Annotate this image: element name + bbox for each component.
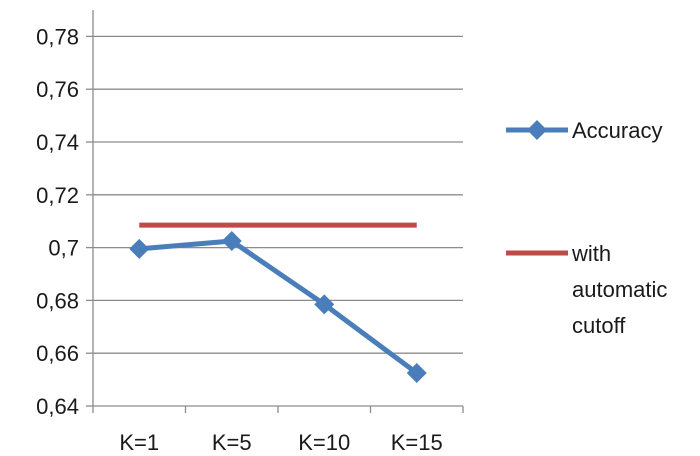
x-tick-label: K=10 bbox=[298, 430, 350, 455]
legend-label-automatic-cutoff: automatic bbox=[572, 277, 667, 302]
y-tick-label: 0,76 bbox=[36, 77, 79, 102]
series-line bbox=[139, 238, 419, 376]
x-axis-ticks: K=1 K=5 K=10 K=15 bbox=[92, 406, 464, 455]
y-tick-label: 0,74 bbox=[36, 130, 79, 155]
y-tick-label: 0,78 bbox=[36, 24, 79, 49]
y-axis-ticks: 0,64 0,66 0,68 0,7 0,72 0,74 0,76 0,78 bbox=[36, 24, 93, 419]
data-point-marker bbox=[221, 231, 242, 251]
series-group bbox=[129, 222, 427, 383]
legend-marker-accuracy bbox=[527, 120, 547, 140]
y-tick-label: 0,72 bbox=[36, 183, 79, 208]
legend-label-automatic-cutoff: cutoff bbox=[572, 313, 626, 338]
y-tick-label: 0,66 bbox=[36, 341, 79, 366]
data-point-marker bbox=[314, 294, 335, 315]
x-tick-label: K=15 bbox=[391, 430, 443, 455]
legend-label-automatic-cutoff: with bbox=[571, 241, 611, 266]
data-point-marker bbox=[406, 363, 427, 383]
y-tick-label: 0,64 bbox=[36, 394, 79, 419]
series-accuracy bbox=[129, 231, 427, 383]
data-point-marker bbox=[129, 238, 150, 259]
gridlines bbox=[93, 35, 463, 354]
x-tick-label: K=5 bbox=[212, 430, 252, 455]
y-tick-label: 0,68 bbox=[36, 288, 79, 313]
legend: Accuracy with automatic cutoff bbox=[506, 118, 667, 338]
x-tick-label: K=1 bbox=[119, 430, 159, 455]
y-tick-label: 0,7 bbox=[48, 236, 79, 261]
axes bbox=[92, 10, 463, 407]
legend-label-accuracy: Accuracy bbox=[572, 118, 662, 143]
